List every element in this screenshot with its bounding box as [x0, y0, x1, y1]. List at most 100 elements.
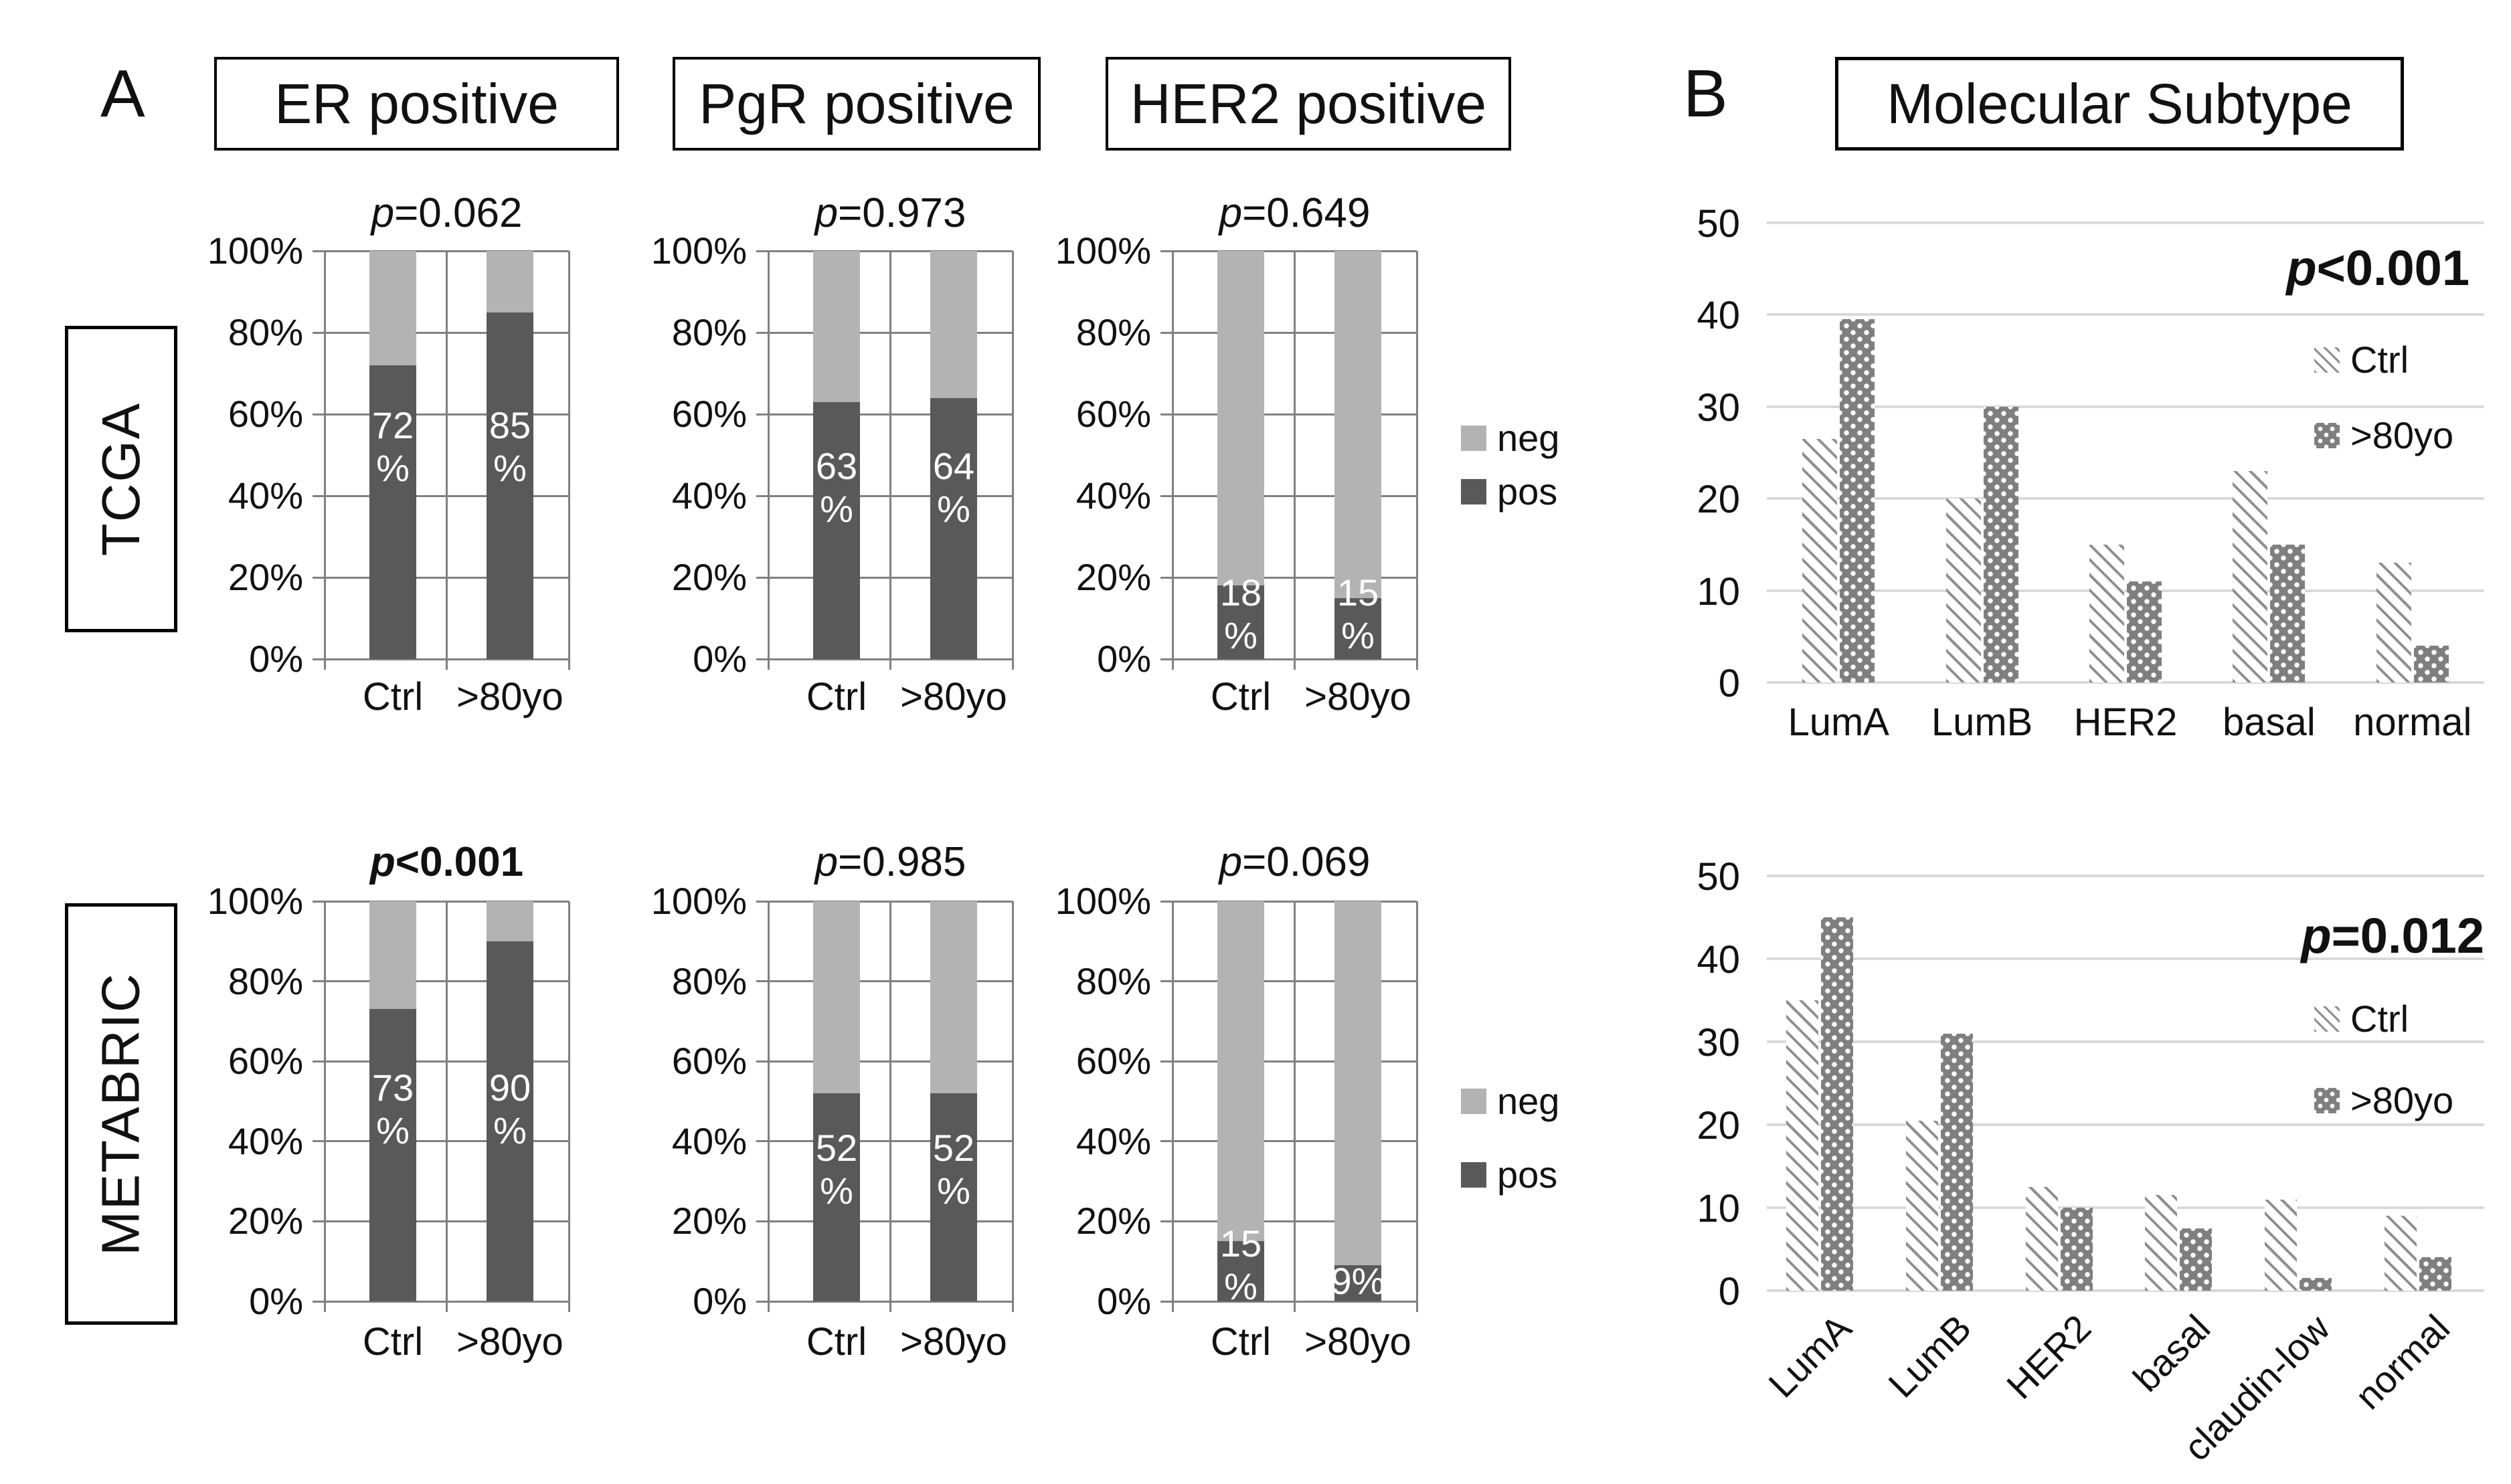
y-axis-tick: [756, 331, 768, 334]
x-axis-tick: [1415, 1301, 1418, 1312]
y-axis-tick: [756, 494, 768, 497]
y-axis-tick: [313, 413, 325, 415]
x-axis-tick: [1294, 659, 1296, 670]
p-italic: p: [1219, 839, 1243, 885]
y-tick-label: 0%: [1097, 1280, 1151, 1322]
category-label: LumB: [1931, 701, 2033, 744]
legend-ctrl-label: Ctrl: [2350, 339, 2409, 381]
bar-ctrl: [2376, 563, 2411, 682]
x-axis-tick: [446, 1301, 448, 1312]
bar-80yo: [2060, 1208, 2093, 1291]
y-tick-label: 20%: [228, 1200, 303, 1242]
category-label: Ctrl: [1210, 675, 1272, 719]
p-value-label: p=0.012: [2016, 907, 2484, 964]
bar-value-label: 52 %: [932, 1126, 975, 1212]
plot-frame-line: [446, 251, 448, 659]
legend-a-metabric-neg: neg: [1461, 1079, 1559, 1123]
over80-dots-swatch-icon: [2314, 1087, 2340, 1113]
bar-ctrl: [2384, 1216, 2417, 1291]
y-tick-label: 20%: [671, 1200, 747, 1242]
y-tick-label: 40%: [228, 1119, 303, 1162]
bar-ctrl: [2233, 470, 2268, 682]
y-tick-label: 20: [1697, 478, 1740, 522]
bar-value-label: 63 %: [815, 444, 858, 530]
category-label: basal: [2223, 701, 2316, 744]
bar-80yo: [2180, 1228, 2213, 1291]
x-axis-tick: [1415, 659, 1418, 670]
y-axis-tick: [313, 1220, 325, 1222]
y-axis-tick: [1160, 250, 1173, 252]
y-tick-label: 0%: [249, 1280, 303, 1322]
bar-neg: [813, 901, 860, 1094]
header-er-positive: ER positive: [214, 57, 619, 151]
legend-over80-label: >80yo: [2350, 1079, 2454, 1121]
x-axis-tick: [889, 1301, 891, 1312]
header-pgr-positive: PgR positive: [673, 57, 1041, 151]
y-tick-label: 80%: [1075, 959, 1151, 1002]
y-axis-tick: [1160, 494, 1173, 497]
y-axis-tick: [1160, 413, 1173, 415]
legend-b-bottom-over80: >80yo: [2314, 1079, 2453, 1122]
y-tick-label: 40%: [1075, 1119, 1151, 1162]
legend-a-tcga-pos: pos: [1461, 470, 1557, 513]
y-axis-tick: [313, 1060, 325, 1062]
y-tick-label: 20%: [671, 556, 747, 598]
category-label: Ctrl: [806, 1320, 867, 1364]
y-tick-label: 20%: [228, 556, 303, 598]
bar-80yo: [1821, 917, 1854, 1291]
x-axis-tick: [767, 659, 770, 670]
bar-neg: [1334, 901, 1381, 1266]
bar-value-label: 90 %: [489, 1066, 531, 1151]
x-axis-tick: [323, 1301, 326, 1312]
plot-frame-line: [1294, 901, 1296, 1301]
legend-over80-label: >80yo: [2350, 414, 2454, 456]
y-tick-label: 60%: [671, 1040, 747, 1083]
y-axis-tick: [756, 413, 768, 415]
plot-frame-line: [889, 901, 891, 1301]
bar-80yo: [2127, 581, 2162, 682]
x-axis-tick: [446, 659, 448, 670]
y-tick-label: 0: [1718, 662, 1740, 705]
row-label-metabric-box: METABRIC: [65, 903, 177, 1325]
legend-b-bottom-ctrl: Ctrl: [2314, 997, 2409, 1040]
p-value-label: p<0.001: [2001, 240, 2470, 296]
x-axis-tick: [1011, 659, 1014, 670]
category-label: Ctrl: [806, 675, 867, 719]
p-rest: =0.062: [394, 190, 523, 236]
category-label: Ctrl: [362, 1320, 424, 1364]
p-rest: <0.001: [2316, 240, 2470, 296]
p-italic: p: [2301, 908, 2332, 963]
p-italic: p: [2286, 240, 2317, 296]
gridline: [1767, 497, 2484, 500]
y-axis-tick: [313, 250, 325, 252]
y-axis-tick: [1160, 900, 1173, 903]
y-tick-label: 40%: [671, 1119, 747, 1162]
plot-frame-line: [323, 251, 326, 659]
y-tick-label: 80%: [1075, 311, 1151, 353]
plot-frame-line: [1415, 901, 1418, 1301]
bar-value-label: 9%: [1330, 1260, 1385, 1303]
p-rest: <0.001: [395, 839, 524, 885]
p-italic: p: [369, 839, 396, 885]
bar-80yo: [1983, 406, 2018, 682]
ctrl-hatch-swatch-icon: [2314, 347, 2340, 373]
plot-frame-line: [568, 251, 570, 659]
bar-pos: [813, 1093, 860, 1301]
y-tick-label: 40: [1697, 294, 1740, 338]
x-axis-tick: [323, 659, 326, 670]
bar-pos: [1217, 585, 1264, 659]
y-tick-label: 80%: [228, 311, 303, 353]
header-molecular-subtype: Molecular Subtype: [1835, 57, 2404, 151]
p-value-label: p=0.649: [1094, 189, 1496, 237]
y-tick-label: 10: [1697, 1187, 1740, 1230]
gridline: [1767, 957, 2484, 960]
legend-neg-label: neg: [1497, 417, 1560, 459]
x-axis-tick: [1011, 1301, 1014, 1312]
bar-neg: [487, 251, 533, 312]
gridline: [1767, 589, 2484, 592]
y-tick-label: 100%: [651, 229, 747, 272]
p-value-label: p<0.001: [246, 838, 648, 886]
plot-frame-line: [889, 251, 891, 659]
p-rest: =0.012: [2331, 908, 2484, 963]
p-italic: p: [814, 839, 839, 885]
